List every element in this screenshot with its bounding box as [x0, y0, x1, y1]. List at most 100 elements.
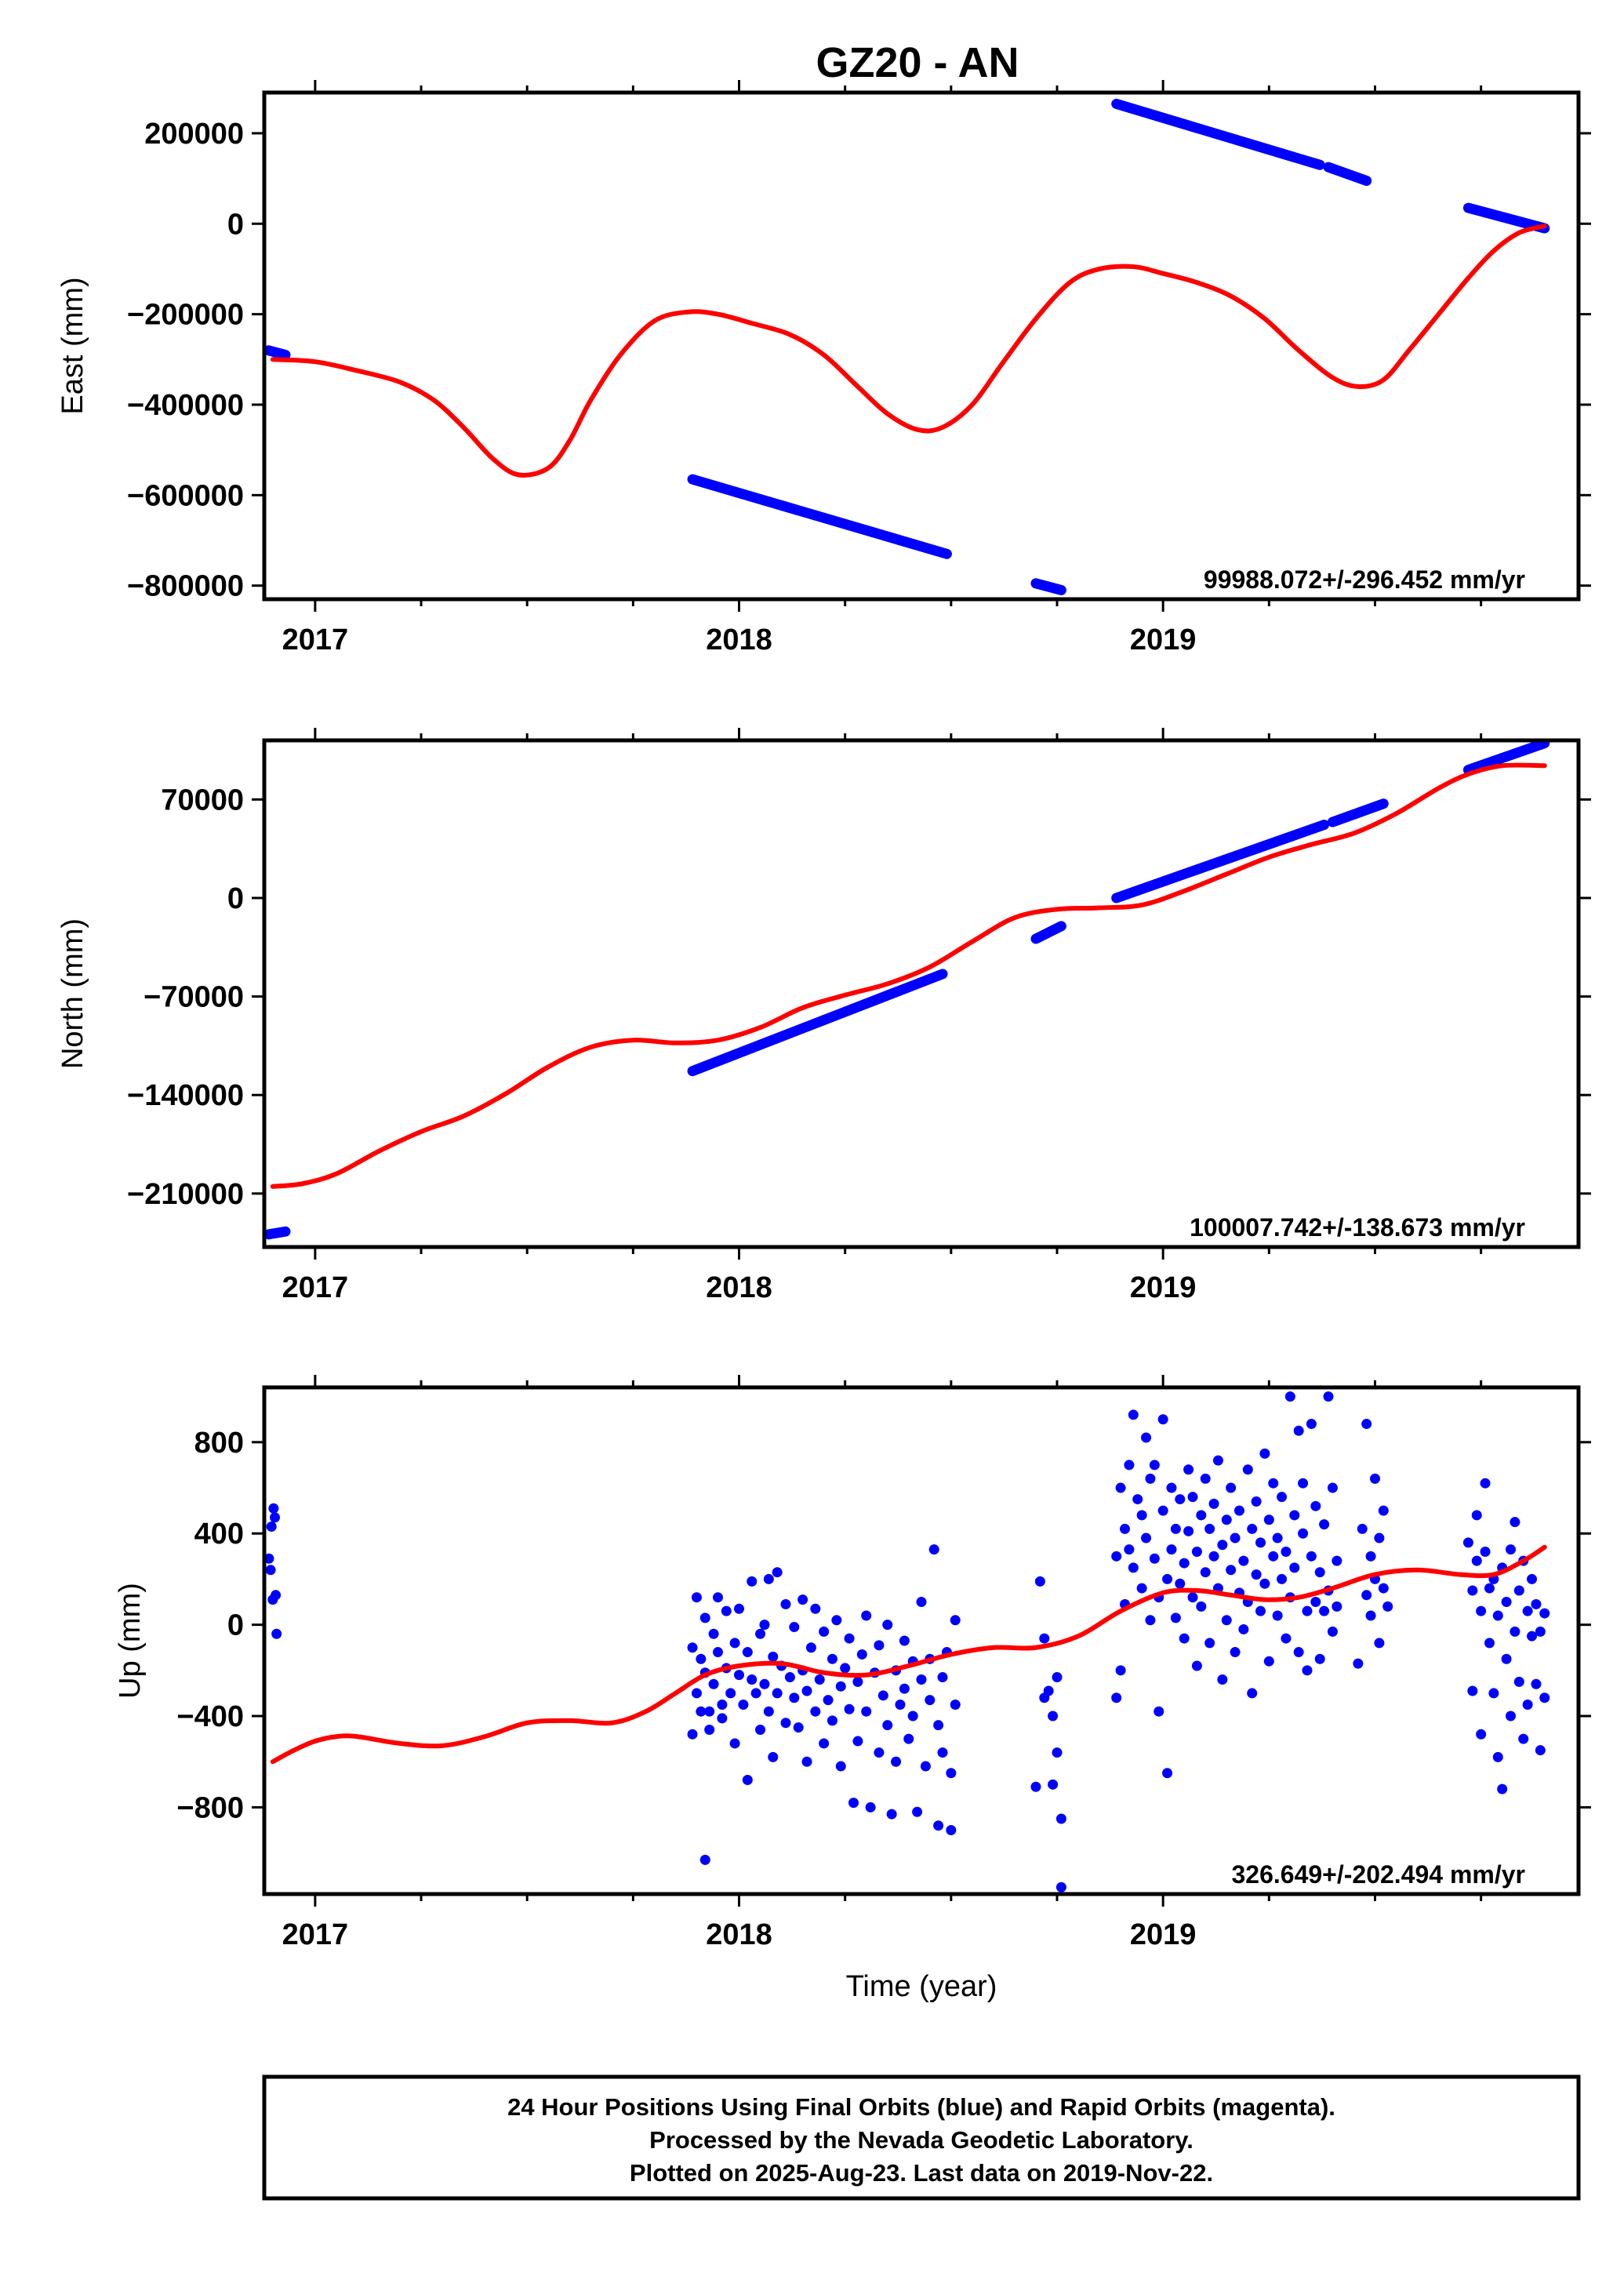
up-data-point-248 [1480, 1547, 1491, 1558]
up-data-point-154 [1179, 1633, 1190, 1644]
up-data-point-123 [1111, 1692, 1122, 1703]
up-data-point-242 [1467, 1685, 1478, 1696]
up-data-point-109 [946, 1768, 957, 1779]
up-data-point-226 [1332, 1601, 1342, 1612]
up-data-point-1 [265, 1565, 276, 1576]
east-data-segment-4 [1323, 162, 1372, 186]
up-data-point-211 [1298, 1478, 1309, 1489]
up-data-point-5 [270, 1512, 281, 1523]
up-data-point-264 [1513, 1585, 1524, 1596]
up-data-point-110 [950, 1615, 961, 1626]
east-frame [262, 90, 1581, 602]
footer-line-1: 24 Hour Positions Using Final Orbits (bl… [507, 2093, 1335, 2121]
up-data-point-155 [1179, 1558, 1190, 1569]
footer-frame [262, 2074, 1581, 2201]
east-ytick-label-5: 200000 [144, 118, 244, 151]
up-data-point-265 [1513, 1676, 1524, 1687]
up-data-point-103 [933, 1820, 944, 1831]
east-ylabel: East (mm) [56, 277, 89, 414]
north-ytick-label-1: −140000 [127, 1079, 244, 1112]
north-ytick-label-4: 70000 [161, 784, 244, 816]
up-data-point-121 [1055, 1813, 1066, 1824]
up-data-point-7 [271, 1628, 282, 1639]
up-data-point-173 [1217, 1540, 1228, 1551]
up-data-point-240 [1382, 1601, 1393, 1612]
up-data-point-207 [1289, 1562, 1300, 1573]
up-data-point-231 [1361, 1419, 1372, 1430]
up-data-point-71 [840, 1663, 851, 1674]
east-ytick-label-2: −400000 [127, 389, 244, 422]
up-data-point-194 [1263, 1514, 1274, 1525]
north-data-segment-2 [1030, 921, 1066, 944]
up-data-point-12 [696, 1706, 707, 1717]
up-data-point-177 [1226, 1482, 1237, 1493]
up-data-point-235 [1369, 1473, 1380, 1484]
up-data-point-44 [768, 1751, 779, 1762]
up-data-point-140 [1149, 1553, 1160, 1564]
up-data-point-237 [1374, 1532, 1385, 1543]
up-data-point-35 [747, 1576, 758, 1587]
up-data-point-210 [1298, 1528, 1309, 1539]
up-data-point-161 [1191, 1547, 1202, 1558]
up-data-point-198 [1272, 1610, 1283, 1621]
up-data-point-217 [1310, 1500, 1321, 1511]
up-data-point-274 [1535, 1745, 1546, 1756]
up-data-point-236 [1374, 1638, 1385, 1649]
east-rate-label: 99988.072+/-296.452 mm/yr [1204, 565, 1525, 594]
up-data-point-30 [734, 1670, 745, 1681]
up-data-point-149 [1166, 1544, 1177, 1555]
up-xtick-label-2: 2019 [1130, 1918, 1197, 1951]
up-data-point-139 [1145, 1473, 1156, 1484]
north-data-segment-5 [1462, 740, 1550, 776]
up-data-point-124 [1111, 1551, 1122, 1562]
up-panel: 2017 2018 2019 −800 −400 0 400 800 Up (mm) 326.64… [114, 1375, 1591, 2003]
up-data-point-92 [899, 1683, 910, 1694]
up-data-point-57 [801, 1685, 812, 1696]
up-data-point-50 [780, 1598, 791, 1609]
up-data-point-106 [937, 1747, 948, 1758]
up-data-point-75 [852, 1676, 863, 1687]
up-data-point-80 [865, 1802, 876, 1812]
up-data-point-153 [1175, 1494, 1186, 1505]
up-xlabel: Time (year) [846, 1970, 997, 2003]
up-data-point-218 [1314, 1653, 1325, 1664]
up-data-point-136 [1141, 1432, 1152, 1443]
up-data-point-61 [810, 1603, 821, 1614]
north-xtick-label-2: 2019 [1130, 1271, 1197, 1304]
up-data-point-18 [704, 1724, 715, 1735]
up-data-point-134 [1136, 1583, 1147, 1594]
up-data-point-196 [1268, 1551, 1279, 1562]
up-data-point-98 [916, 1597, 927, 1608]
up-data-point-172 [1217, 1674, 1228, 1685]
up-ytick-label-1: −400 [176, 1700, 244, 1733]
up-data-point-146 [1162, 1573, 1173, 1584]
north-panel: 2017 2018 2019 −210000 −140000 −70000 0 70000 No… [56, 728, 1591, 1304]
east-xtick-label-0: 2017 [282, 624, 349, 656]
east-xtick-label-2: 2019 [1130, 624, 1197, 656]
up-data-point-2 [266, 1522, 277, 1532]
up-data-point-8 [687, 1642, 698, 1653]
north-data-segment-0 [264, 1226, 291, 1240]
north-ylabel: North (mm) [56, 918, 89, 1069]
footer-line-2: Processed by the Nevada Geodetic Laborat… [649, 2126, 1193, 2154]
up-data-point-225 [1327, 1482, 1338, 1493]
up-data-point-62 [814, 1674, 825, 1685]
up-data-point-97 [916, 1674, 927, 1685]
up-data-point-270 [1527, 1573, 1538, 1584]
up-data-point-28 [729, 1738, 740, 1749]
up-data-point-213 [1302, 1665, 1313, 1676]
up-data-point-105 [937, 1672, 948, 1683]
east-data-segment-5 [1462, 202, 1550, 234]
up-data-point-227 [1332, 1555, 1342, 1566]
up-data-point-141 [1149, 1460, 1160, 1471]
north-data-segment-3 [1111, 820, 1330, 903]
up-data-point-118 [1048, 1779, 1059, 1790]
up-data-point-151 [1170, 1523, 1181, 1534]
up-data-point-89 [891, 1756, 902, 1767]
east-ytick-label-4: 0 [227, 208, 244, 241]
up-data-point-195 [1263, 1656, 1274, 1667]
east-data-segment-1 [687, 474, 952, 559]
up-data-point-32 [738, 1699, 749, 1710]
up-data-point-100 [925, 1695, 936, 1706]
up-data-point-229 [1357, 1523, 1368, 1534]
